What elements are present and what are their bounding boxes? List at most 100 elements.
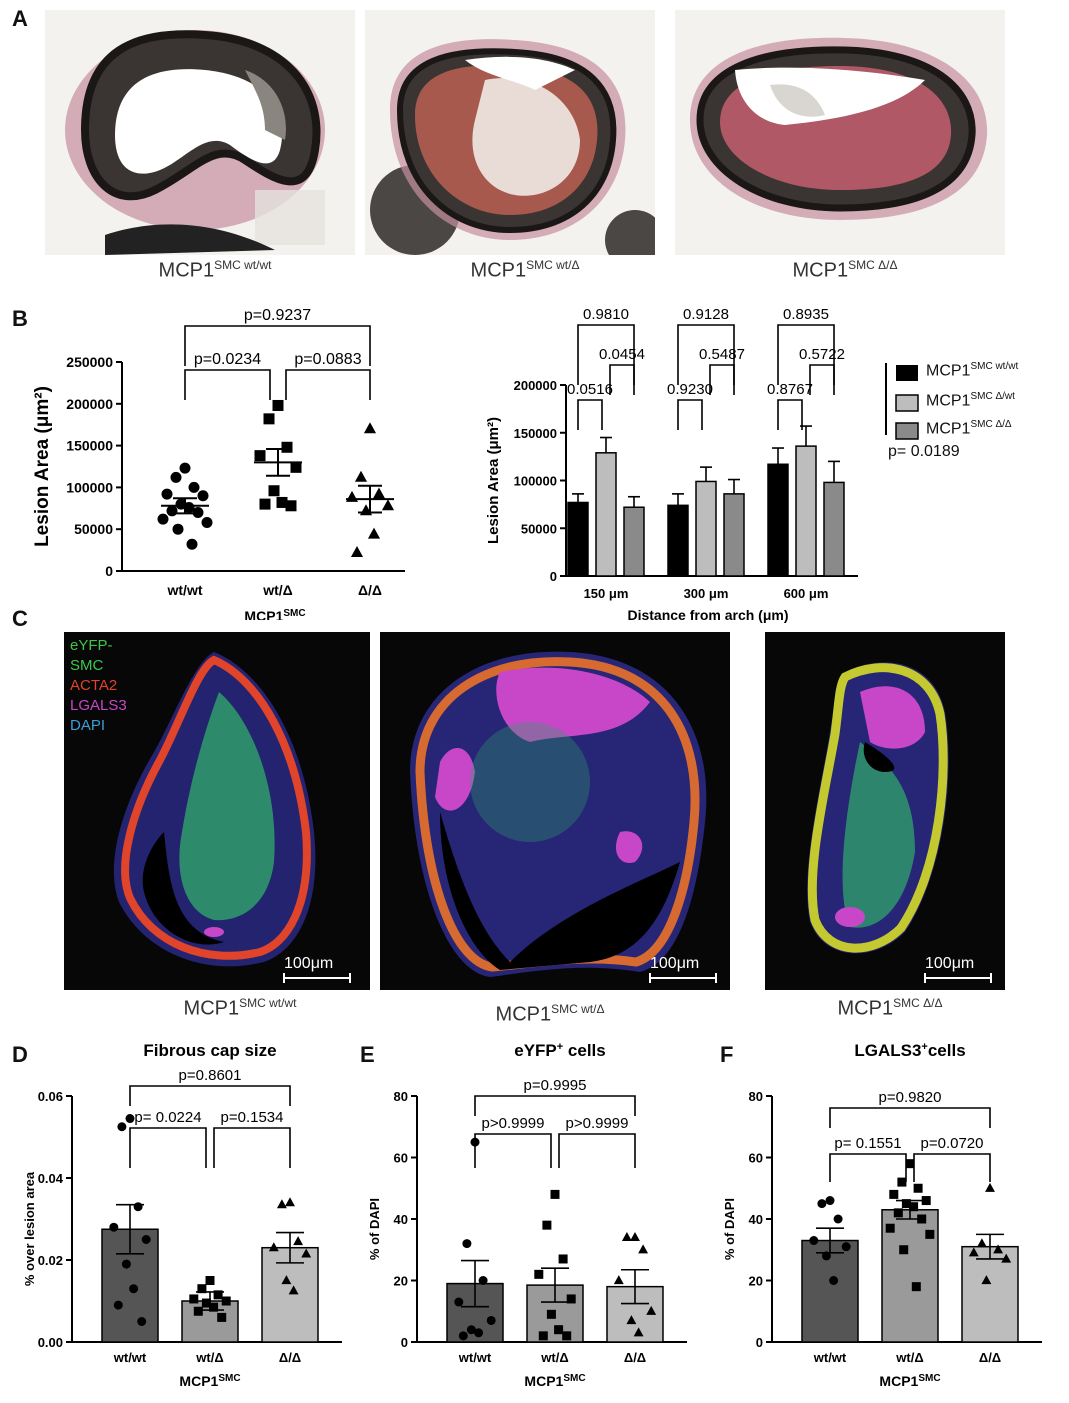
channel-label-4: DAPI bbox=[70, 717, 106, 734]
f-point-1-9 bbox=[885, 1223, 895, 1233]
f-point-1-1 bbox=[897, 1177, 907, 1187]
scalebar-label-3: 100μm bbox=[925, 955, 974, 972]
d-pval-0-label: p=0.8601 bbox=[179, 1067, 242, 1084]
e-point-0-7 bbox=[458, 1331, 468, 1341]
b-right-xlabel: Distance from arch (μm) bbox=[627, 607, 788, 623]
d-title: Fibrous cap size bbox=[143, 1041, 276, 1060]
b-left-ytick-label-0: 0 bbox=[105, 563, 113, 579]
b-left-pval-0-label: p=0.9237 bbox=[244, 307, 311, 324]
panel-letter-b: B bbox=[12, 306, 28, 331]
caption-c-wt-wt: MCP1SMC wt/wt bbox=[183, 996, 297, 1020]
b-right-pval-low-1-label: 0.9230 bbox=[667, 381, 713, 398]
fluorescence-image-wt-wt: 100μm bbox=[64, 632, 370, 990]
fluorescence-image-wt-delta: 100μm bbox=[380, 632, 730, 990]
b-right-xtick-label-2: 600 μm bbox=[784, 586, 829, 601]
e-ytick-label-1: 20 bbox=[394, 1274, 408, 1289]
f-point-0-6 bbox=[829, 1276, 839, 1285]
b-right-bar-1-2 bbox=[723, 493, 745, 577]
b-left-point-2-6 bbox=[367, 527, 381, 539]
f-xtick-label-0: wt/wt bbox=[813, 1350, 847, 1365]
b-left-point-0-9 bbox=[157, 513, 169, 525]
f-point-0-3 bbox=[809, 1236, 819, 1246]
b-left-point-2-2 bbox=[372, 487, 386, 499]
d-xtick-label-1: wt/Δ bbox=[195, 1350, 223, 1365]
e-xtick-label-2: Δ/Δ bbox=[624, 1350, 646, 1365]
d-point-0-8 bbox=[137, 1317, 147, 1326]
b-left-point-0-12 bbox=[186, 538, 198, 550]
f-title: LGALS3+cells bbox=[854, 1041, 965, 1060]
scalebar-label-2: 100μm bbox=[650, 955, 699, 972]
b-left-xtick-label-2: Δ/Δ bbox=[358, 582, 382, 598]
b-left-point-1-7 bbox=[259, 498, 271, 510]
d-point-1-1 bbox=[197, 1284, 207, 1294]
e-point-2-6 bbox=[633, 1327, 644, 1337]
b-left-xlabel: MCP1SMC bbox=[244, 608, 305, 621]
f-point-1-12 bbox=[911, 1282, 921, 1292]
b-right-ylabel: Lesion Area (μm²) bbox=[485, 417, 502, 544]
e-xlabel: MCP1SMC bbox=[524, 1373, 585, 1390]
d-point-1-7 bbox=[193, 1306, 203, 1316]
legend-swatch-2 bbox=[895, 422, 919, 440]
b-left-point-2-1 bbox=[354, 470, 368, 482]
b-left-ytick-label-2: 100000 bbox=[66, 479, 113, 495]
d-point-1-5 bbox=[201, 1298, 211, 1308]
b-right-bar-2-0 bbox=[767, 463, 789, 577]
f-pval-0-line bbox=[829, 1107, 991, 1128]
channel-label-1: SMC bbox=[70, 657, 104, 674]
f-pval-2-label: p=0.0720 bbox=[921, 1135, 984, 1152]
b-right-pval-low-2-line bbox=[777, 399, 803, 430]
f-point-1-11 bbox=[899, 1245, 909, 1255]
f-ytick-label-2: 40 bbox=[749, 1212, 763, 1227]
e-pval-1-label: p>0.9999 bbox=[482, 1115, 545, 1132]
b-left-point-1-8 bbox=[285, 500, 297, 512]
b-right-bar-1-0 bbox=[667, 504, 689, 577]
e-point-1-0 bbox=[550, 1189, 560, 1199]
d-point-0-3 bbox=[109, 1222, 119, 1232]
b-left-pval-2-label: p=0.0883 bbox=[294, 351, 361, 368]
e-point-0-4 bbox=[486, 1315, 496, 1325]
e-point-0-1 bbox=[462, 1239, 472, 1249]
e-ytick-label-2: 40 bbox=[394, 1212, 408, 1227]
e-point-1-5 bbox=[546, 1309, 556, 1319]
e-pval-2-line bbox=[558, 1133, 636, 1168]
b-right-bar-2-2 bbox=[823, 481, 845, 577]
d-ylabel: % over lesion area bbox=[22, 1171, 37, 1286]
d-point-0-4 bbox=[141, 1235, 151, 1244]
chart-f: 0 20 40 60 80 % of DAPI LGALS3+cells wt/wt wt/Δ Δ… bbox=[722, 1041, 1042, 1389]
d-point-1-3 bbox=[189, 1294, 199, 1304]
f-ytick-label-1: 20 bbox=[749, 1274, 763, 1289]
e-point-1-7 bbox=[538, 1331, 548, 1341]
f-point-2-0 bbox=[985, 1182, 995, 1192]
channel-label-3: LGALS3 bbox=[70, 697, 127, 714]
f-point-2-2 bbox=[993, 1244, 1004, 1254]
b-right-pval-mid-0-line bbox=[609, 364, 635, 395]
d-point-0-6 bbox=[129, 1284, 139, 1294]
d-point-0-0 bbox=[125, 1114, 135, 1124]
b-left-xtick-label-1: wt/Δ bbox=[262, 582, 293, 598]
b-right-bar-0-0 bbox=[567, 501, 589, 577]
b-right-xtick-label-1: 300 μm bbox=[684, 586, 729, 601]
b-right-pval-low-1-line bbox=[677, 399, 703, 430]
b-left-point-0-2 bbox=[188, 481, 200, 493]
f-point-1-7 bbox=[893, 1208, 903, 1218]
d-point-2-2 bbox=[293, 1236, 304, 1246]
b-right-pval-top-1-line bbox=[677, 324, 735, 385]
b-left-point-0-10 bbox=[201, 517, 213, 529]
e-title: eYFP+ cells bbox=[514, 1041, 606, 1060]
b-right-pval-mid-2-line bbox=[809, 364, 835, 395]
b-left-ytick-label-4: 200000 bbox=[66, 396, 113, 412]
d-ytick-label-2: 0.04 bbox=[38, 1171, 64, 1186]
d-point-2-0 bbox=[285, 1197, 295, 1207]
panel-letter-f: F bbox=[720, 1042, 734, 1067]
e-ytick-label-3: 60 bbox=[394, 1151, 408, 1166]
d-pval-1-label: p= 0.0224 bbox=[134, 1109, 201, 1126]
f-point-0-0 bbox=[825, 1196, 835, 1206]
caption-c-wt-delta: MCP1SMC wt/Δ bbox=[495, 1002, 605, 1026]
caption-c-delta-delta: MCP1SMC Δ/Δ bbox=[837, 996, 943, 1020]
b-left-ytick-label-5: 250000 bbox=[66, 354, 113, 370]
b-right-pval-low-0-label: 0.0516 bbox=[567, 381, 613, 398]
caption-a-wt-delta: MCP1SMC wt/Δ bbox=[470, 258, 580, 282]
f-point-0-5 bbox=[821, 1251, 831, 1261]
d-point-1-8 bbox=[217, 1312, 227, 1322]
scalebar-label-1: 100μm bbox=[284, 955, 333, 972]
